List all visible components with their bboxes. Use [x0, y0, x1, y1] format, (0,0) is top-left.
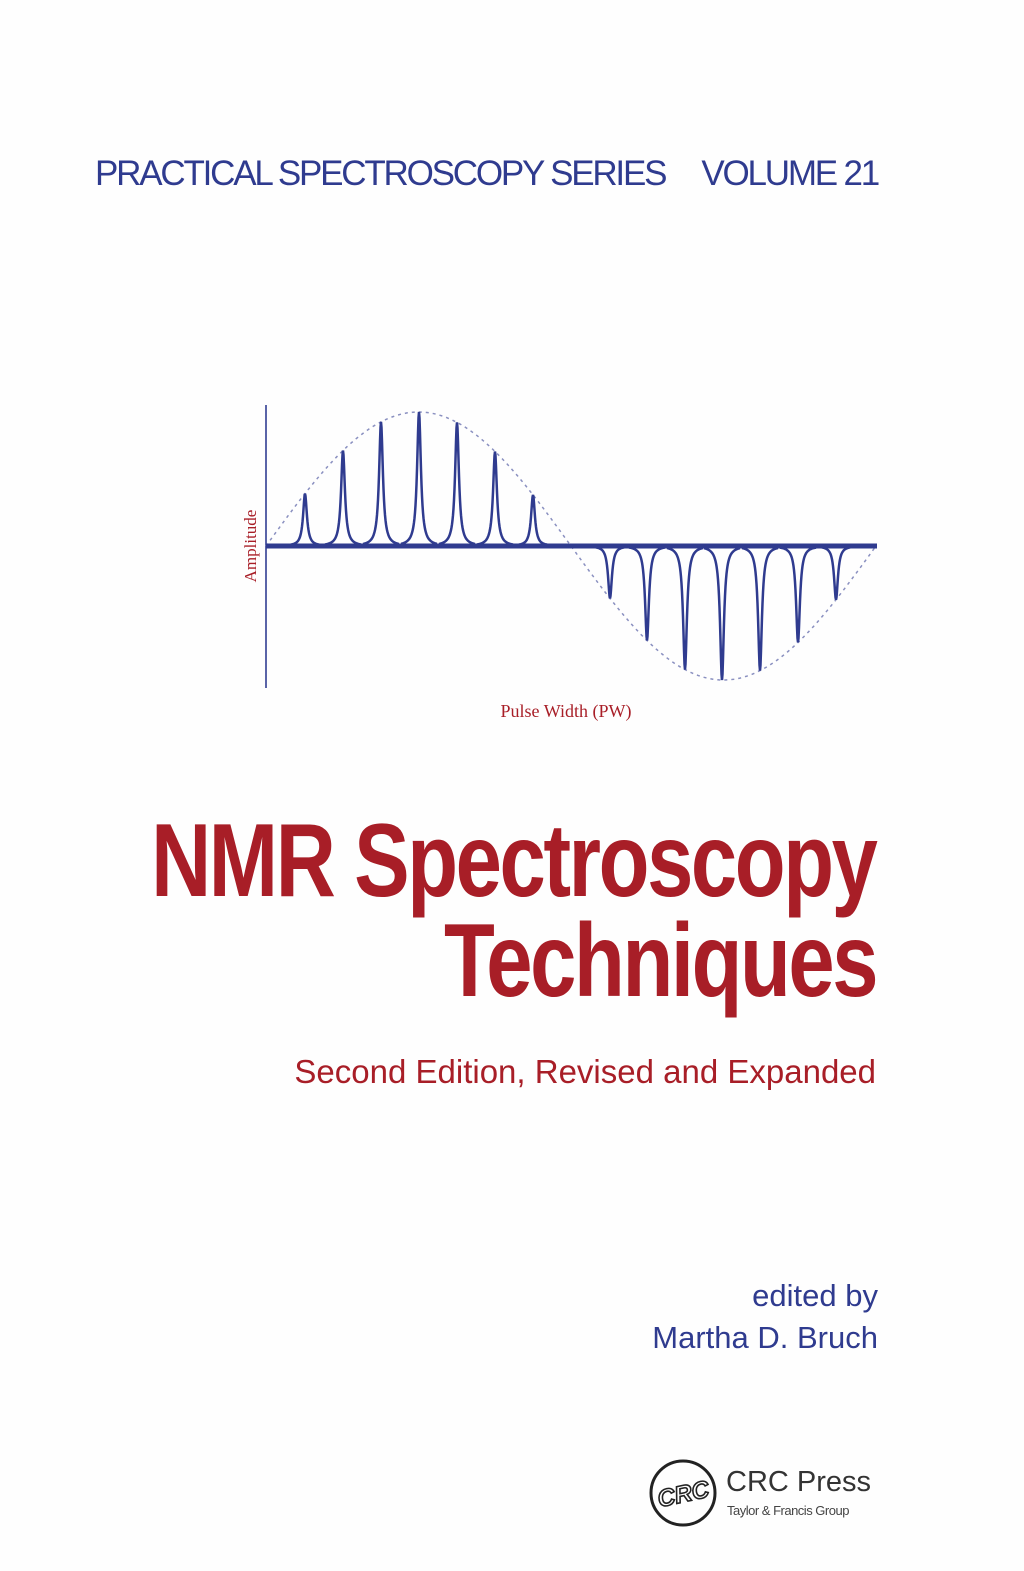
peak — [362, 421, 400, 546]
peak — [666, 546, 704, 670]
svg-text:CRC: CRC — [655, 1476, 712, 1513]
peak — [703, 546, 741, 681]
crc-logo: CRC — [649, 1459, 717, 1527]
peak — [741, 546, 779, 671]
peak — [286, 493, 324, 547]
series-name: PRACTICAL SPECTROSCOPY SERIES — [95, 154, 667, 193]
peak — [628, 546, 666, 641]
peak — [438, 422, 476, 546]
title-line-1: NMR Spectroscopy — [151, 803, 879, 919]
peak — [476, 451, 514, 546]
peak — [324, 450, 362, 546]
peak — [779, 546, 817, 643]
edited-by: edited by — [752, 1278, 878, 1313]
title-line-2: Techniques — [443, 903, 879, 1019]
peak — [591, 545, 629, 599]
peak — [818, 545, 854, 600]
sine-envelope — [265, 411, 876, 681]
edition: Second Edition, Revised and Expanded — [294, 1053, 876, 1090]
y-axis-label: Amplitude — [241, 510, 260, 583]
nutation-diagram: Amplitude Pulse Width (PW) — [241, 405, 877, 722]
x-axis-label: Pulse Width (PW) — [501, 701, 632, 722]
editor-name: Martha D. Bruch — [652, 1320, 878, 1355]
publisher-group: Taylor & Francis Group — [727, 1503, 849, 1518]
peak — [400, 411, 438, 546]
volume-number: VOLUME 21 — [701, 154, 880, 193]
peak — [514, 494, 552, 547]
publisher-name: CRC Press — [726, 1466, 872, 1498]
